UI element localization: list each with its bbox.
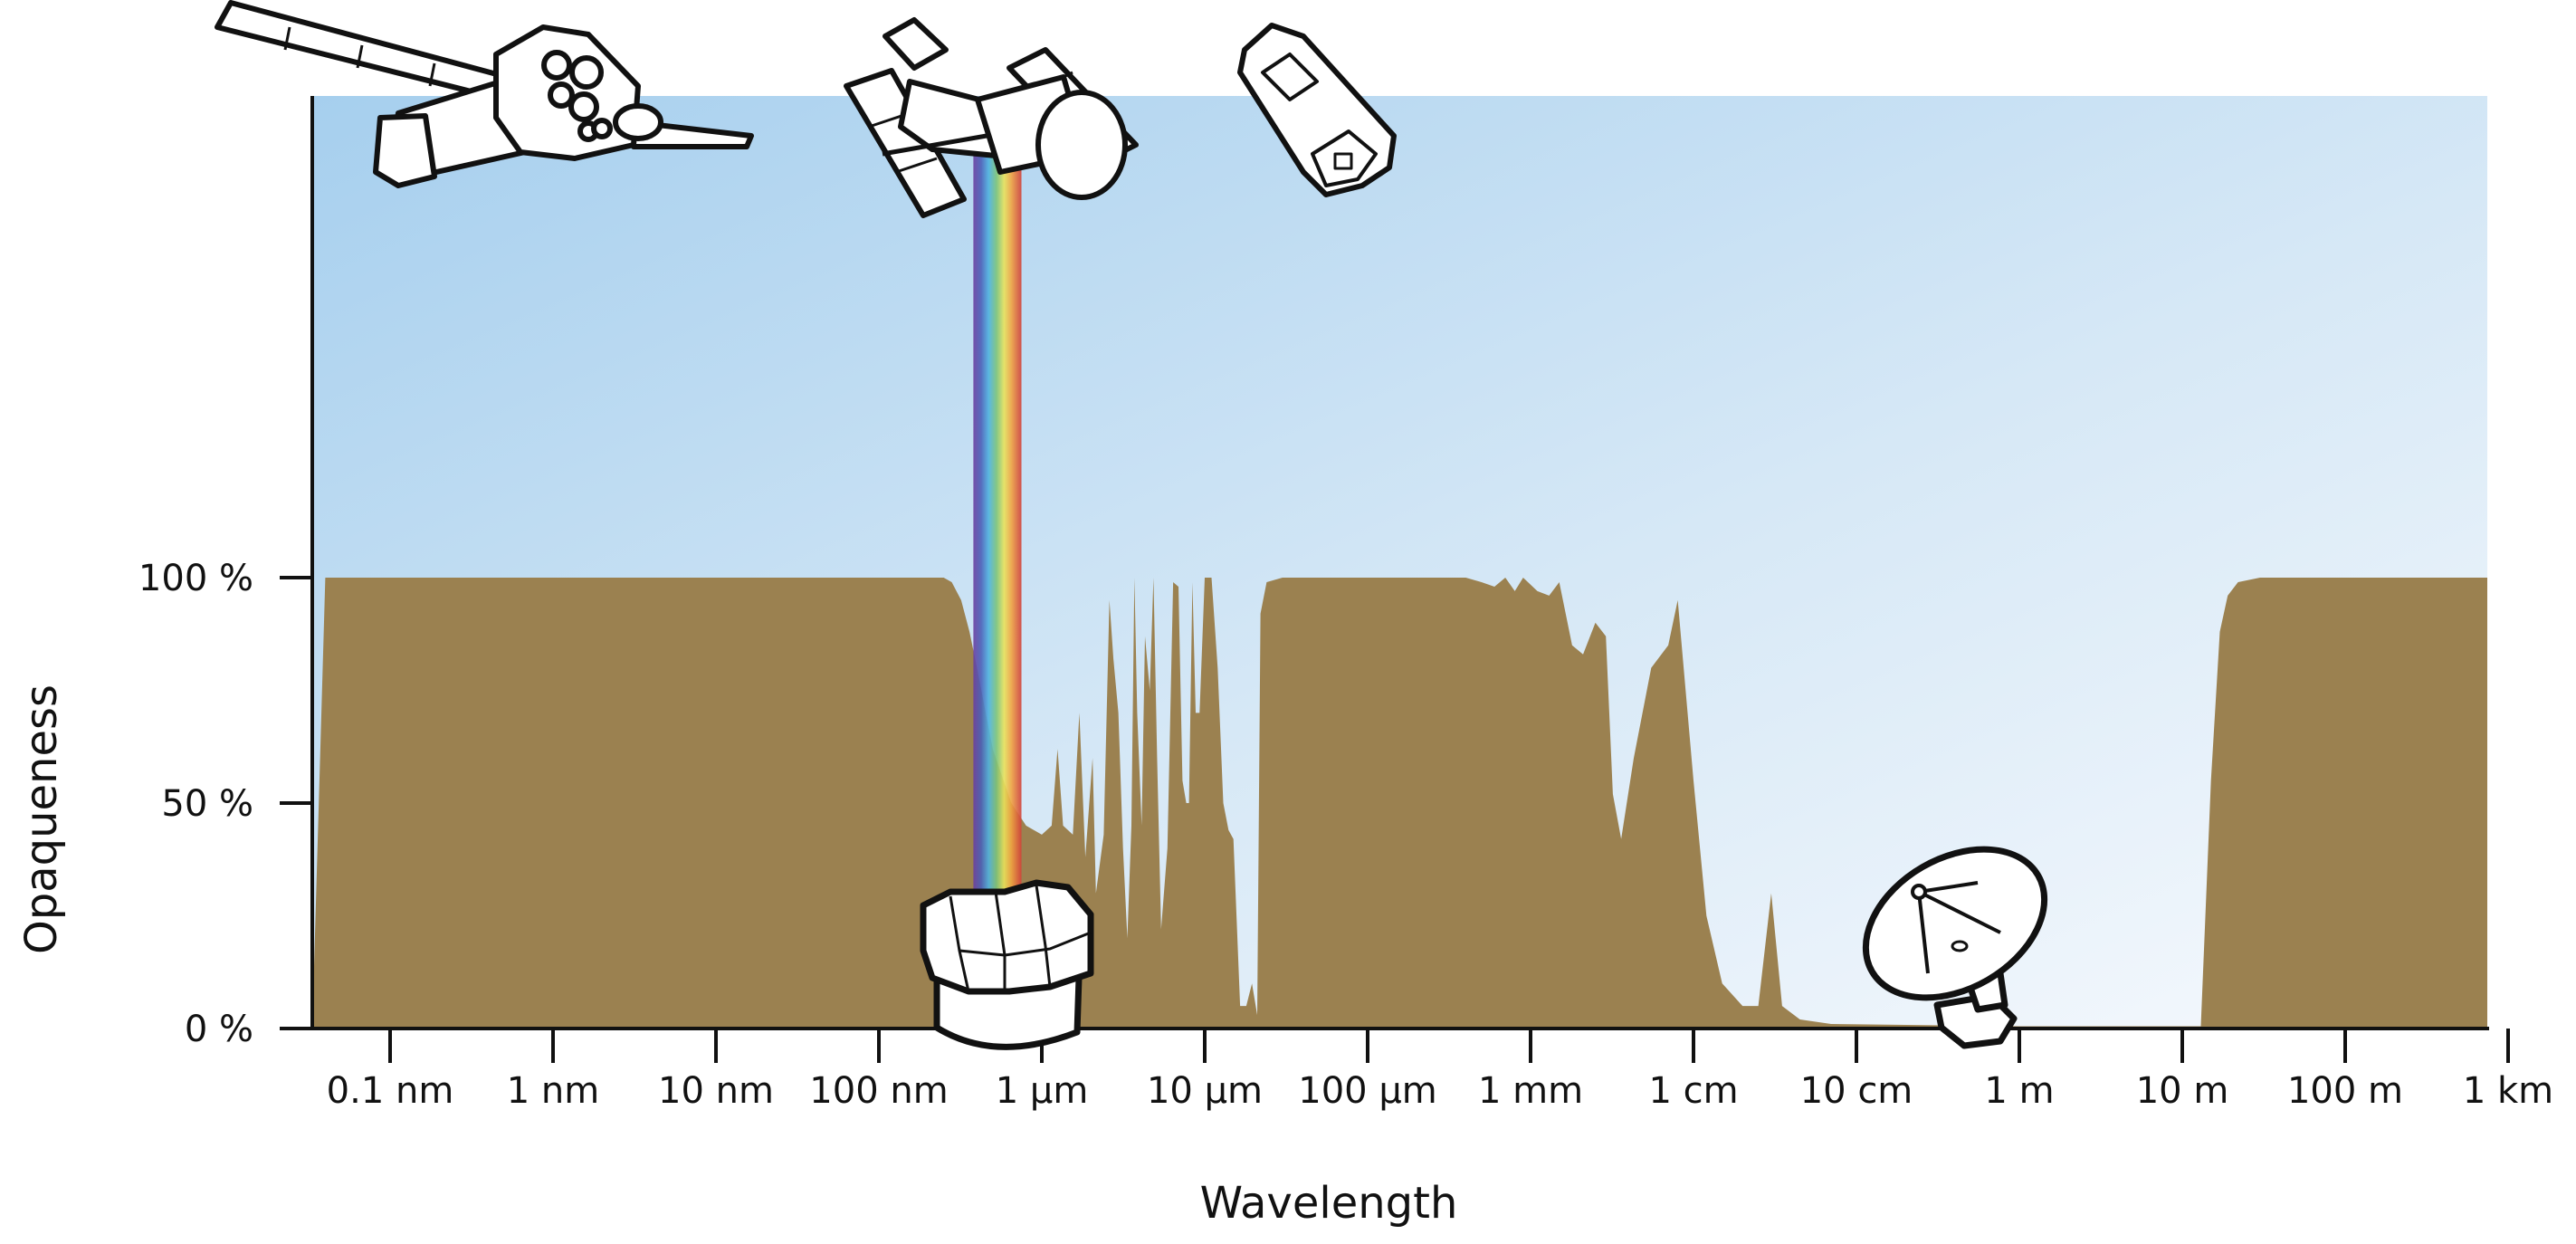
x-tick-label: 10 µm — [1147, 1070, 1263, 1112]
x-tick-label: 1 mm — [1478, 1070, 1583, 1112]
axes — [280, 96, 2489, 1030]
space-telescope-icon — [844, 17, 1139, 218]
ground-observatory-icon — [920, 879, 1094, 1050]
x-tick-label: 10 m — [2136, 1070, 2229, 1112]
x-ray-satellite-icon — [215, 0, 754, 188]
y-axis-title: Opaqueness — [16, 684, 67, 954]
opacity-area — [312, 578, 2487, 1029]
x-tick-label: 100 µm — [1298, 1070, 1436, 1112]
visible-light-band — [973, 118, 1022, 905]
y-axis-ticks: 0 % 50 % 100 % — [138, 558, 312, 1050]
x-tick-label: 100 m — [2287, 1070, 2403, 1112]
x-tick-label: 1 µm — [996, 1070, 1089, 1112]
x-tick-label: 100 nm — [809, 1070, 948, 1112]
x-tick-label: 10 cm — [1800, 1070, 1913, 1112]
radio-dish-icon — [1862, 846, 2048, 1049]
x-tick-label: 0.1 nm — [327, 1070, 454, 1112]
infrared-satellite-icon — [1237, 23, 1397, 197]
x-tick-label: 1 m — [1984, 1070, 2054, 1112]
x-tick-label: 1 nm — [507, 1070, 599, 1112]
x-tick-label: 10 nm — [658, 1070, 774, 1112]
x-tick-label: 1 km — [2463, 1070, 2553, 1112]
x-tick-label: 1 cm — [1648, 1070, 1738, 1112]
y-tick-label: 50 % — [161, 783, 253, 825]
y-tick-label: 0 % — [185, 1009, 253, 1050]
x-axis-title: Wavelength — [1200, 1178, 1458, 1229]
x-axis-ticks: 0.1 nm 1 nm 10 nm 100 nm 1 µm 10 µm 100 µm 1 mm… — [327, 1029, 2553, 1112]
y-tick-label: 100 % — [138, 558, 253, 599]
